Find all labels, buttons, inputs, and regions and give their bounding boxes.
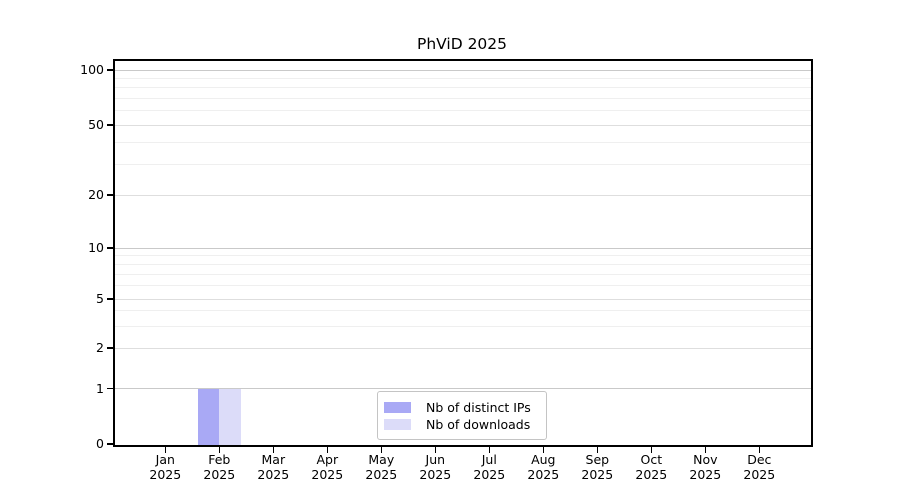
bar-downloads bbox=[219, 388, 241, 445]
x-tick bbox=[758, 446, 761, 453]
x-tick-label: Nov 2025 bbox=[689, 452, 722, 482]
legend-swatch bbox=[384, 419, 411, 430]
x-tick-label: Jun 2025 bbox=[419, 452, 452, 482]
gridline-minor bbox=[113, 263, 811, 265]
x-tick bbox=[272, 446, 275, 453]
x-tick bbox=[650, 446, 653, 453]
y-tick-label: 1 bbox=[96, 380, 104, 396]
y-tick-label: 100 bbox=[80, 62, 104, 77]
gridline-minor bbox=[113, 255, 811, 257]
axis-spine-right bbox=[811, 59, 813, 447]
y-tick bbox=[107, 298, 113, 300]
x-tick-label: Jan 2025 bbox=[149, 452, 182, 482]
chart-title: PhViD 2025 bbox=[416, 35, 508, 53]
x-tick-label: Dec 2025 bbox=[743, 452, 776, 482]
gridline-minor bbox=[113, 87, 811, 89]
y-tick bbox=[107, 69, 113, 71]
x-tick bbox=[380, 446, 383, 453]
y-tick bbox=[107, 347, 113, 349]
axis-spine-bottom bbox=[113, 445, 813, 447]
legend-item: Nb of downloads bbox=[384, 416, 538, 433]
y-tick bbox=[107, 247, 113, 249]
x-tick-label: Oct 2025 bbox=[635, 452, 668, 482]
x-tick bbox=[218, 446, 221, 453]
gridline-minor bbox=[113, 97, 811, 99]
gridline-major bbox=[113, 388, 811, 389]
gridline-minor bbox=[113, 110, 811, 112]
gridline-minor bbox=[113, 285, 811, 287]
y-tick bbox=[107, 194, 113, 196]
gridline-minor bbox=[113, 310, 811, 312]
gridline-major bbox=[113, 124, 811, 126]
y-tick-label: 0 bbox=[96, 436, 104, 451]
legend-swatch bbox=[384, 402, 411, 413]
x-tick bbox=[488, 446, 491, 453]
gridline-major bbox=[113, 69, 811, 71]
x-tick bbox=[434, 446, 437, 453]
bar-distinct-ips bbox=[197, 388, 220, 445]
y-tick-label: 5 bbox=[96, 291, 104, 306]
x-tick-label: Aug 2025 bbox=[527, 452, 560, 482]
x-tick-label: Mar 2025 bbox=[257, 452, 290, 482]
gridline-minor bbox=[113, 141, 811, 143]
axis-spine-top bbox=[113, 59, 813, 61]
gridline-major bbox=[113, 194, 811, 196]
y-tick bbox=[107, 443, 113, 445]
y-tick-label: 10 bbox=[88, 240, 104, 255]
gridline-major bbox=[113, 347, 811, 349]
x-tick-label: May 2025 bbox=[365, 452, 398, 482]
y-tick-label: 2 bbox=[96, 340, 104, 355]
legend-item: Nb of distinct IPs bbox=[384, 399, 538, 416]
y-tick-label: 20 bbox=[88, 187, 104, 202]
x-tick bbox=[542, 446, 545, 453]
x-tick bbox=[596, 446, 599, 453]
x-tick-label: Feb 2025 bbox=[203, 452, 236, 482]
x-tick bbox=[164, 446, 167, 453]
legend: Nb of distinct IPs Nb of downloads bbox=[377, 391, 547, 440]
legend-label: Nb of distinct IPs bbox=[426, 400, 531, 415]
gridline-major bbox=[113, 247, 811, 249]
gridline-minor bbox=[113, 163, 811, 165]
y-tick bbox=[107, 124, 113, 126]
x-tick-label: Jul 2025 bbox=[473, 452, 506, 482]
gridline-major bbox=[113, 298, 811, 300]
y-tick-label: 50 bbox=[88, 117, 104, 132]
legend-label: Nb of downloads bbox=[426, 417, 531, 432]
x-tick-label: Apr 2025 bbox=[311, 452, 344, 482]
y-tick bbox=[107, 387, 113, 390]
axis-spine-left bbox=[113, 59, 115, 447]
x-tick bbox=[704, 446, 707, 453]
gridline-minor bbox=[113, 273, 811, 275]
gridline-minor bbox=[113, 77, 811, 79]
x-tick bbox=[326, 446, 329, 453]
gridline-minor bbox=[113, 325, 811, 327]
x-tick-label: Sep 2025 bbox=[581, 452, 614, 482]
